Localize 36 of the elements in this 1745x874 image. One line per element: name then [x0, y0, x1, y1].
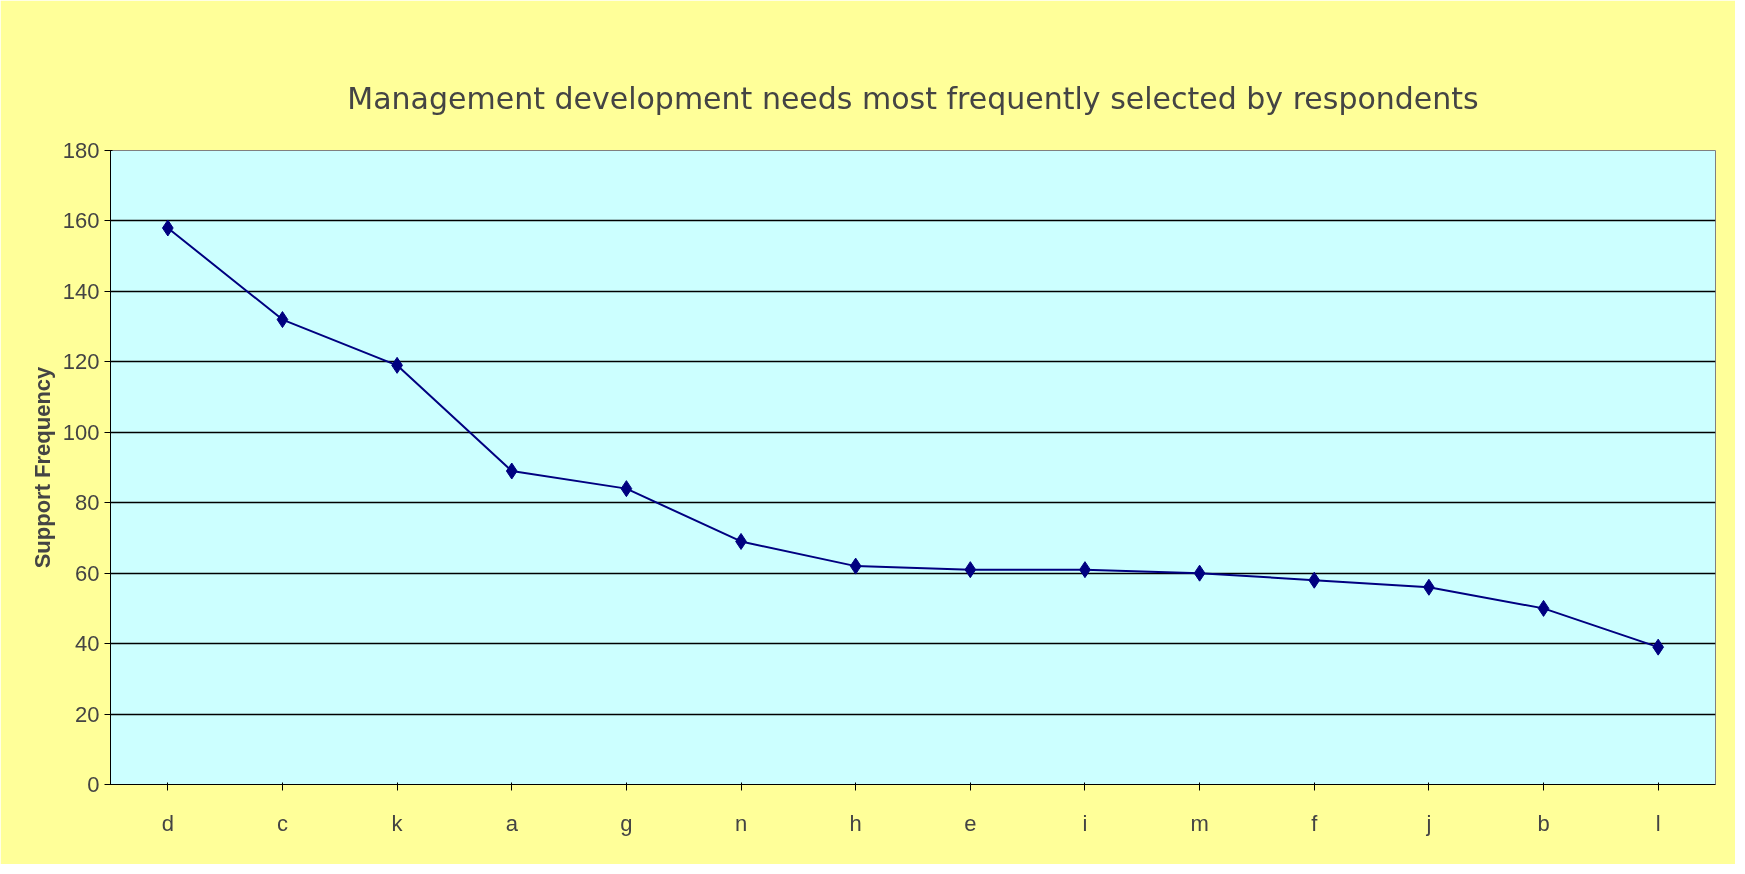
point — [161, 219, 174, 237]
x-tick-label: n — [734, 810, 748, 836]
x-tick-label: j — [1425, 810, 1432, 836]
x-tick-label: m — [1190, 810, 1209, 836]
y-tick-label: 60 — [75, 560, 100, 586]
point — [276, 311, 289, 329]
x-tick-label: l — [1655, 810, 1661, 836]
y-tick-label: 120 — [62, 349, 100, 375]
x-tick-label: k — [391, 810, 404, 836]
x-tick-label: b — [1537, 810, 1550, 836]
y-tick-label: 0 — [87, 772, 100, 797]
x-tick-label: g — [620, 810, 633, 836]
y-tick-label: 40 — [75, 631, 100, 657]
x-tick-label: e — [964, 810, 977, 836]
point — [1308, 571, 1321, 589]
point — [964, 561, 977, 579]
y-tick-label: 100 — [62, 419, 100, 445]
x-tick-label: a — [505, 810, 519, 836]
x-tick-label: i — [1082, 810, 1088, 836]
point — [1652, 638, 1665, 656]
chart-title: Management development needs most frequently selected by respondents — [347, 80, 1479, 116]
point — [505, 462, 518, 480]
point — [620, 480, 633, 498]
point — [1537, 599, 1550, 617]
y-tick-label: 160 — [62, 208, 100, 234]
x-tick-label: d — [161, 810, 174, 836]
point — [1193, 564, 1206, 582]
x-tick-label: f — [1311, 810, 1319, 836]
y-tick-label: 20 — [75, 701, 100, 727]
x-tick-label: c — [276, 810, 288, 836]
point — [849, 557, 862, 575]
x-tick-label: h — [849, 810, 862, 836]
y-tick-label: 80 — [75, 490, 100, 516]
y-axis-title: Support Frequency — [29, 365, 55, 569]
y-tick-label: 140 — [62, 278, 100, 304]
y-tick-label: 180 — [62, 138, 100, 163]
